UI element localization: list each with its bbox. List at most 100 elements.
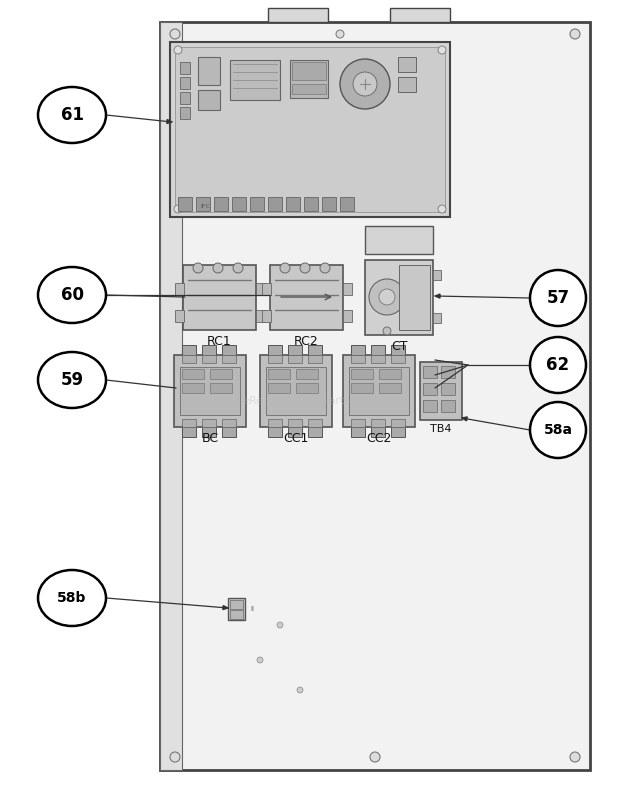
Ellipse shape (38, 267, 106, 323)
Text: RC2: RC2 (294, 335, 319, 348)
Bar (198, 90, 220, 110)
Bar (196, 197, 210, 211)
Circle shape (530, 402, 586, 458)
Text: CC2: CC2 (366, 432, 392, 445)
Circle shape (174, 46, 182, 54)
Circle shape (336, 30, 344, 38)
Bar (398, 77, 416, 92)
Bar (423, 383, 437, 395)
Polygon shape (462, 417, 467, 421)
Circle shape (379, 289, 395, 305)
Text: TB4: TB4 (430, 424, 452, 434)
Bar (268, 419, 282, 427)
Bar (391, 419, 405, 427)
Bar (202, 427, 216, 437)
Bar (399, 265, 430, 330)
Text: 58b: 58b (57, 591, 87, 605)
Bar (390, 8, 450, 22)
Circle shape (257, 657, 263, 663)
Bar (441, 366, 455, 378)
Bar (222, 427, 236, 437)
Bar (175, 47, 445, 212)
Text: eReplacementParts.com: eReplacementParts.com (242, 396, 378, 405)
Bar (398, 57, 416, 72)
Bar (175, 283, 184, 295)
Bar (230, 60, 280, 100)
Bar (391, 355, 405, 363)
Bar (423, 366, 437, 378)
Bar (343, 310, 352, 322)
Circle shape (369, 279, 405, 315)
Bar (182, 427, 196, 437)
Bar (351, 383, 373, 393)
Bar (270, 265, 343, 330)
Polygon shape (223, 606, 228, 610)
Bar (268, 427, 282, 437)
Text: 60: 60 (61, 286, 84, 304)
Bar (222, 345, 236, 355)
Text: CT: CT (391, 340, 407, 353)
Bar (423, 400, 437, 412)
Circle shape (170, 752, 180, 762)
Circle shape (320, 263, 330, 273)
Bar (365, 226, 433, 254)
Bar (290, 60, 328, 98)
Bar (230, 610, 243, 619)
Bar (343, 355, 415, 427)
Bar (180, 77, 190, 89)
Circle shape (193, 263, 203, 273)
Bar (351, 369, 373, 379)
Bar (202, 355, 216, 363)
Bar (198, 57, 220, 85)
Bar (268, 355, 282, 363)
Bar (322, 197, 336, 211)
Bar (351, 427, 365, 437)
Bar (183, 265, 256, 330)
Bar (441, 400, 455, 412)
Bar (391, 427, 405, 437)
Bar (222, 419, 236, 427)
Bar (391, 345, 405, 355)
Bar (160, 22, 590, 770)
Polygon shape (435, 294, 440, 298)
Bar (420, 362, 462, 420)
Bar (256, 310, 265, 322)
Bar (268, 8, 328, 22)
Circle shape (174, 205, 182, 213)
Bar (308, 427, 322, 437)
Bar (180, 107, 190, 119)
Bar (160, 22, 182, 770)
Bar (268, 369, 290, 379)
Bar (371, 419, 385, 427)
Bar (371, 355, 385, 363)
Bar (308, 419, 322, 427)
Bar (182, 369, 204, 379)
Bar (222, 355, 236, 363)
Circle shape (277, 622, 283, 628)
Bar (371, 345, 385, 355)
Circle shape (280, 263, 290, 273)
Text: RC1: RC1 (206, 335, 231, 348)
Bar (379, 383, 401, 393)
Bar (286, 197, 300, 211)
Bar (433, 270, 441, 280)
Ellipse shape (38, 87, 106, 143)
Bar (180, 92, 190, 104)
Bar (296, 369, 318, 379)
Circle shape (438, 205, 446, 213)
Bar (308, 345, 322, 355)
Bar (260, 355, 332, 427)
Circle shape (530, 337, 586, 393)
Bar (268, 383, 290, 393)
Bar (340, 197, 354, 211)
Bar (292, 84, 326, 94)
Bar (178, 197, 192, 211)
Circle shape (438, 46, 446, 54)
Bar (371, 427, 385, 437)
Bar (304, 197, 318, 211)
Circle shape (297, 687, 303, 693)
Bar (262, 310, 271, 322)
Text: BC: BC (202, 432, 219, 445)
Bar (349, 367, 409, 415)
Text: CC1: CC1 (283, 432, 309, 445)
